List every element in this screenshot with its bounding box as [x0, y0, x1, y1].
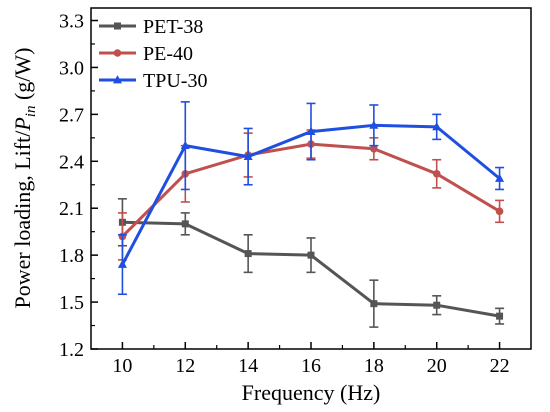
x-tick-label: 14 — [238, 355, 258, 377]
marker-triangle — [113, 75, 122, 84]
y-tick-label: 2.4 — [59, 151, 84, 173]
y-axis-ticks: 1.2 1.5 1.8 2.1 2.4 2.7 3.0 3.3 — [59, 11, 98, 361]
marker-triangle — [432, 122, 442, 131]
series-tpu-30 — [117, 101, 505, 296]
y-axis-title-italic: P — [10, 117, 35, 131]
y-tick-label: 3.0 — [59, 57, 84, 79]
legend: PET-38 PE-40 TPU-30 — [99, 16, 207, 92]
legend-label: TPU-30 — [143, 70, 207, 92]
marker-square — [370, 300, 378, 308]
marker-circle — [495, 207, 504, 216]
x-tick-label: 22 — [490, 355, 510, 377]
y-axis-title: Power loading, Lift/Pin (g/W) — [10, 48, 39, 309]
marker-triangle — [180, 140, 190, 150]
y-tick-label: 1.2 — [59, 339, 84, 361]
y-tick-label: 2.7 — [59, 104, 84, 126]
marker-triangle — [306, 126, 316, 135]
y-tick-label: 3.3 — [59, 11, 84, 33]
marker-circle — [432, 170, 441, 178]
y-tick-label: 1.5 — [59, 292, 84, 314]
marker-circle — [370, 144, 378, 153]
x-axis-ticks: 10 12 14 16 18 20 22 — [112, 342, 510, 377]
legend-label: PET-38 — [143, 16, 203, 38]
marker-circle — [113, 49, 122, 57]
marker-triangle — [243, 151, 253, 160]
y-axis-title-unit: (g/W) — [10, 48, 35, 106]
x-tick-label: 18 — [364, 355, 384, 377]
marker-square — [181, 220, 189, 228]
x-tick-label: 20 — [427, 355, 447, 377]
series-layer — [117, 101, 505, 328]
marker-square — [114, 22, 121, 30]
legend-label: PE-40 — [143, 43, 193, 65]
x-tick-label: 10 — [112, 355, 132, 377]
x-tick-label: 12 — [175, 355, 195, 377]
marker-square — [307, 251, 315, 259]
marker-square — [244, 250, 252, 258]
y-tick-label: 2.1 — [59, 198, 84, 220]
marker-square — [433, 301, 441, 309]
legend-item-pet-38: PET-38 — [99, 16, 203, 38]
y-axis-title-main: Power loading, Lift/ — [10, 130, 35, 309]
marker-triangle — [369, 120, 379, 129]
legend-item-tpu-30: TPU-30 — [99, 70, 207, 92]
y-tick-label: 1.8 — [59, 245, 84, 267]
marker-triangle — [495, 173, 505, 182]
x-tick-label: 16 — [301, 355, 321, 377]
marker-square — [496, 312, 504, 320]
x-axis-title: Frequency (Hz) — [242, 380, 381, 405]
marker-triangle — [117, 259, 127, 268]
y-axis-title-subscript: in — [23, 106, 39, 118]
series-pet-38 — [117, 198, 505, 328]
legend-item-pe-40: PE-40 — [99, 43, 193, 65]
